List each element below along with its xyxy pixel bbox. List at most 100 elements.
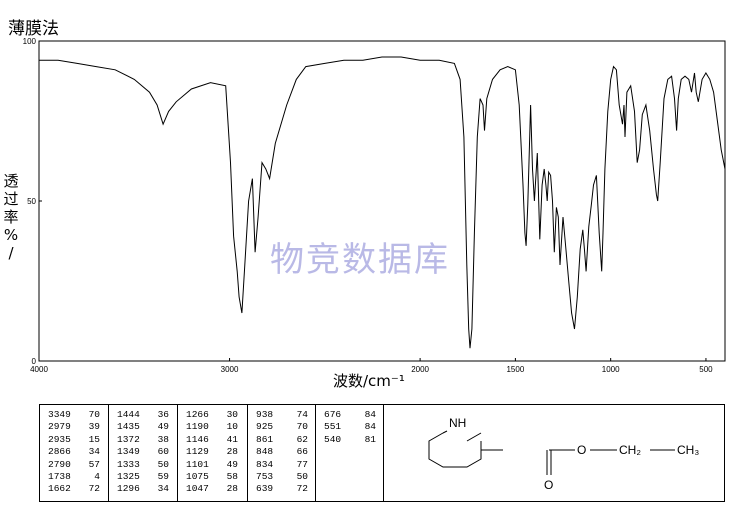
peak-wavenumber: 1435 xyxy=(117,421,140,433)
peak-transmittance: 50 xyxy=(157,458,169,470)
carbonyl-o-label: O xyxy=(544,478,553,492)
peak-transmittance: 57 xyxy=(88,458,100,470)
peak-wavenumber: 1738 xyxy=(48,470,71,482)
peak-transmittance: 50 xyxy=(296,470,308,482)
x-tick-label: 1000 xyxy=(602,365,620,374)
peak-wavenumber: 834 xyxy=(256,458,274,470)
peak-row: 1075 58 xyxy=(178,471,247,483)
peak-transmittance: 15 xyxy=(88,433,100,445)
spectrum-line xyxy=(39,56,726,349)
x-tick-label: 500 xyxy=(699,365,713,374)
y-axis-label-char: / xyxy=(8,244,14,262)
chart-title: 薄膜法 xyxy=(8,19,59,39)
peak-wavenumber: 1662 xyxy=(48,483,71,495)
peak-row: 1296 34 xyxy=(109,483,177,495)
peak-transmittance: 39 xyxy=(88,421,100,433)
peak-transmittance: 66 xyxy=(296,446,308,458)
peak-column: 3349 70 2979 39 2935 15 2866 34 2790 57 1738 4 1662 7… xyxy=(40,405,109,501)
plot-frame xyxy=(38,40,726,362)
y-tick-label: 50 xyxy=(27,197,36,206)
peak-wavenumber: 551 xyxy=(324,421,342,433)
peak-transmittance: 77 xyxy=(296,458,308,470)
peak-row: 834 77 xyxy=(248,459,315,471)
peak-wavenumber: 1266 xyxy=(186,409,209,420)
peak-wavenumber: 639 xyxy=(256,483,274,495)
peak-wavenumber: 925 xyxy=(256,421,274,433)
peak-wavenumber: 1075 xyxy=(186,470,209,482)
peak-transmittance: 70 xyxy=(88,409,100,420)
peak-column: 938 74 925 70 861 62 848 66 834 77 753 50 639 72 xyxy=(248,405,316,501)
peak-row: 2935 15 xyxy=(40,434,108,446)
ch2-label: CH₂ xyxy=(619,443,641,457)
peak-wavenumber: 861 xyxy=(256,433,274,445)
peak-transmittance: 41 xyxy=(226,433,238,445)
x-axis-label: 波数/cm⁻¹ xyxy=(333,372,405,390)
peak-row: 861 62 xyxy=(248,434,315,446)
watermark: 物竞数据库 xyxy=(270,240,450,280)
peak-row: 2866 34 xyxy=(40,446,108,458)
peak-row: 1146 41 xyxy=(178,434,247,446)
peak-transmittance: 28 xyxy=(226,483,238,495)
peak-transmittance: 10 xyxy=(226,421,238,433)
y-axis-label-char: % xyxy=(3,226,19,244)
peak-transmittance: 34 xyxy=(157,483,169,495)
peak-row: 1444 36 xyxy=(109,409,177,421)
molecule-structure: NH O O CH₂ CH₃ xyxy=(428,416,699,492)
peak-wavenumber: 1444 xyxy=(117,409,140,420)
peak-transmittance: 70 xyxy=(296,421,308,433)
x-tick-label: 4000 xyxy=(30,365,48,374)
peak-row: 2790 57 xyxy=(40,459,108,471)
peak-transmittance: 49 xyxy=(157,421,169,433)
piperidine-ring xyxy=(428,430,482,468)
peak-row: 3349 70 xyxy=(40,409,108,421)
ester-o-label: O xyxy=(577,443,586,457)
peak-row: 540 81 xyxy=(316,434,383,446)
peak-row: 1349 60 xyxy=(109,446,177,458)
peak-wavenumber: 540 xyxy=(324,433,342,445)
peak-transmittance: 4 xyxy=(94,470,100,482)
x-tick-label: 2000 xyxy=(411,365,429,374)
y-tick-label: 0 xyxy=(32,357,37,366)
peak-wavenumber: 1349 xyxy=(117,446,140,458)
peak-wavenumber: 848 xyxy=(256,446,274,458)
peak-row: 1129 28 xyxy=(178,446,247,458)
peak-wavenumber: 676 xyxy=(324,409,342,420)
peak-transmittance: 84 xyxy=(364,421,376,433)
peak-row: 1662 72 xyxy=(40,483,108,495)
peak-transmittance: 30 xyxy=(226,409,238,420)
peak-row: 848 66 xyxy=(248,446,315,458)
peak-row: 551 84 xyxy=(316,421,383,433)
peak-row: 1047 28 xyxy=(178,483,247,495)
peak-column: 1444 36 1435 49 1372 38 1349 60 1333 50 1325 59 1296… xyxy=(109,405,178,501)
peak-transmittance: 84 xyxy=(364,409,376,420)
peak-row: 639 72 xyxy=(248,483,315,495)
x-tick-label: 1500 xyxy=(506,365,524,374)
peak-row: 1325 59 xyxy=(109,471,177,483)
y-axis-label-char: 透 xyxy=(3,172,19,190)
peak-row: 1738 4 xyxy=(40,471,108,483)
peak-wavenumber: 3349 xyxy=(48,409,71,420)
peak-wavenumber: 1146 xyxy=(186,433,209,445)
peak-transmittance: 38 xyxy=(157,433,169,445)
peak-transmittance: 81 xyxy=(364,433,376,445)
peak-wavenumber: 2935 xyxy=(48,433,71,445)
peak-transmittance: 28 xyxy=(226,446,238,458)
y-axis-label: 透过率% / xyxy=(2,172,20,262)
y-axis-label-char: 率 xyxy=(3,208,19,226)
peak-row: 925 70 xyxy=(248,421,315,433)
y-tick-label: 100 xyxy=(23,37,37,46)
peak-table: 3349 70 2979 39 2935 15 2866 34 2790 57 1738 4 1662 7… xyxy=(39,404,725,502)
peak-wavenumber: 1101 xyxy=(186,458,209,470)
peak-transmittance: 34 xyxy=(88,446,100,458)
peak-transmittance: 72 xyxy=(296,483,308,495)
peak-wavenumber: 1296 xyxy=(117,483,140,495)
peak-row: 676 84 xyxy=(316,409,383,421)
peak-row: 753 50 xyxy=(248,471,315,483)
peak-row: 1190 10 xyxy=(178,421,247,433)
peak-wavenumber: 2790 xyxy=(48,458,71,470)
peak-wavenumber: 1129 xyxy=(186,446,209,458)
peak-transmittance: 49 xyxy=(226,458,238,470)
peak-column: 676 84 551 84 540 81 xyxy=(316,405,384,501)
y-axis-label-char: 过 xyxy=(3,190,19,208)
